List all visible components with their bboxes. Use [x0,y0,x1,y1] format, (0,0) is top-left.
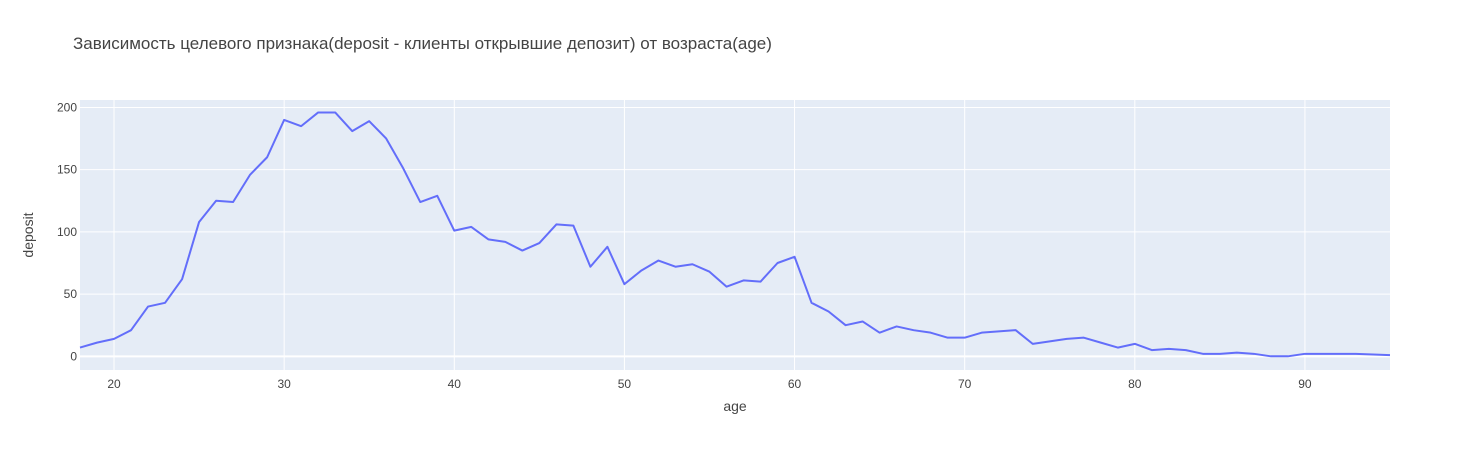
y-tick-label: 50 [64,287,78,301]
y-tick-label: 100 [57,225,77,239]
x-tick-label: 90 [1298,377,1312,391]
x-axis-label: age [723,398,747,414]
x-tick-label: 70 [958,377,972,391]
y-tick-labels: 0 50 100 150 200 [57,100,77,363]
x-tick-label: 40 [448,377,462,391]
x-tick-label: 20 [107,377,121,391]
y-gridlines [80,106,1390,358]
chart-title: Зависимость целевого признака(deposit - … [73,34,772,53]
x-tick-label: 80 [1128,377,1142,391]
x-tick-label: 60 [788,377,802,391]
x-tick-labels: 20 30 40 50 60 70 80 90 [107,377,1312,391]
plot-area[interactable] [80,100,1390,370]
y-tick-label: 0 [70,349,77,363]
y-tick-label: 150 [57,163,77,177]
y-tick-label: 200 [57,100,77,114]
y-axis-label: deposit [20,212,36,257]
deposit-line[interactable] [79,111,1391,358]
x-tick-label: 50 [618,377,632,391]
x-tick-label: 30 [277,377,291,391]
series-layer [79,111,1391,358]
x-gridlines [113,100,1306,370]
